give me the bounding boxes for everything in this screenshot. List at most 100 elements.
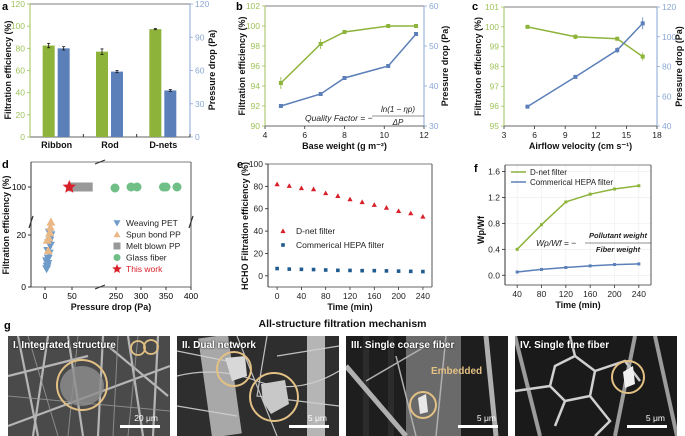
y-tick-label: 100 [485,22,499,32]
legend-marker [113,242,121,250]
series-line-commerical-hepa-filter [517,263,639,273]
y-tick-label: 40 [16,88,26,98]
data-point-spun-bond-pp [44,233,54,242]
sem-image-single-fine-fiber: IV. Single fine fiber 5 μm [515,336,677,436]
y-tick-label: 60 [195,66,205,76]
x-tick-label: 80 [321,291,331,301]
legend-label: Melt blown PP [126,241,181,251]
data-point-d-net-filter [286,183,292,188]
data-point [613,187,616,191]
legend-label: Glass fiber [126,253,167,263]
panel-label: c [472,1,478,13]
bar-pressure-drop [164,90,177,137]
x-tick-label: 8 [342,130,347,140]
data-point [573,34,578,39]
y-tick-label: 60 [429,1,439,11]
legend-label: Commerical HEPA filter [530,178,613,187]
y-tick-label: 96 [490,101,500,111]
y-tick-label: 0 [20,132,25,142]
series-line-d-net-filter [516,185,639,250]
bar-pressure-drop [57,48,70,138]
y-tick-label: 96 [251,61,261,71]
axis-break-mark [94,159,106,165]
formula-denominator: Fiber weight [596,245,641,254]
x-tick-label: 6 [532,130,537,140]
data-point-d-net-filter [359,199,365,205]
data-point-commerical-hepa-filter [408,269,413,274]
data-point-d-net-filter [420,213,426,219]
x-tick-label: 250 [109,291,123,301]
axis-break-mark [188,215,194,229]
y-tick-label: 0.4 [488,244,500,254]
data-point-commerical-hepa-filter [299,267,304,272]
quality-factor-formula: Quality Factor = − [305,113,373,123]
scale-bar-3 [458,425,498,428]
scale-bar-2 [289,425,329,428]
x-tick-label: 10 [380,130,390,140]
embedded-annotation: Embedded [431,366,483,377]
data-point [573,74,578,79]
y-tick-label: 80 [254,181,264,191]
y-tick-label: 0.0 [488,270,500,280]
y-tick-label: 0 [21,282,26,292]
legend-marker [281,243,285,247]
x-tick-label: 200 [391,291,405,301]
legend-label: Spun bond PP [126,230,181,240]
y-tick-label: 97 [490,81,500,91]
data-point [515,247,519,251]
panel-f: f 0.0 0.4 0.8 1.2 1.6 40 80 120 160 200 240 Time (mi… [474,163,652,310]
x-tick-label: 200 [607,289,621,299]
data-point-d-net-filter [371,202,377,207]
formula-numerator: ln(1 − ηp) [381,105,415,114]
panel-label: a [2,1,9,13]
y-tick-label: 80 [662,62,672,72]
y-tick-label: 100 [246,21,260,31]
panel-a: a 0 20 40 60 80 100 120 0 30 60 90 120 Filtration eff… [2,0,217,150]
category-label: Rod [101,140,119,150]
panel-label-g: g [4,320,11,332]
x-tick-label: 40 [297,291,307,301]
y-tick-label: 40 [662,121,672,131]
y-tick-label: 20 [16,110,26,120]
y-tick-label: 120 [662,2,676,12]
scale-text-3: 5 μm [476,413,496,423]
y-tick-label: 0 [195,132,200,142]
data-point-melt-blown-pp [83,182,93,192]
data-point-spun-bond-pp [45,222,55,231]
x-tick-label: 120 [559,289,573,299]
scale-bar-1 [120,425,160,428]
data-point [615,36,620,41]
data-point-d-net-filter [383,205,390,210]
data-point-commerical-hepa-filter [396,269,401,273]
data-point-commerical-hepa-filter [348,268,352,273]
data-point-commerical-hepa-filter [323,268,328,272]
axis-break-mark [94,284,106,290]
data-point-glass-fiber [110,183,120,193]
y-axis-title: Filtration efficiency (%) [1,175,11,274]
x-tick-label: 6 [302,130,307,140]
panel-label: f [474,163,478,175]
x-tick-label: 0 [275,291,280,301]
y-tick-label: 30 [195,99,205,109]
x-tick-label: 300 [134,291,148,301]
data-point-d-net-filter [298,185,305,191]
data-point [386,64,391,68]
y-tick-label: 0 [258,271,263,281]
data-point-d-net-filter [274,181,280,187]
data-point [525,104,530,109]
series-line-filtration-efficiency [527,26,644,58]
y-axis-title-efficiency: Filtration efficiency (%) [473,17,483,116]
legend-label: This work [126,264,163,274]
y-tick-label: 100 [12,182,26,192]
bar-pressure-drop [111,71,123,137]
data-point [278,104,283,108]
data-point-commerical-hepa-filter [311,267,316,272]
data-point [640,54,645,59]
data-point [278,81,283,85]
sem-image-dual-network: II. Dual network 5 μm [177,336,339,436]
x-axis-title: Pressure drop (Pa) [71,302,152,312]
y-tick-label: 102 [246,1,260,11]
data-point [525,24,530,29]
y-tick-label: 30 [429,121,439,131]
y-tick-label: 20 [17,230,27,240]
